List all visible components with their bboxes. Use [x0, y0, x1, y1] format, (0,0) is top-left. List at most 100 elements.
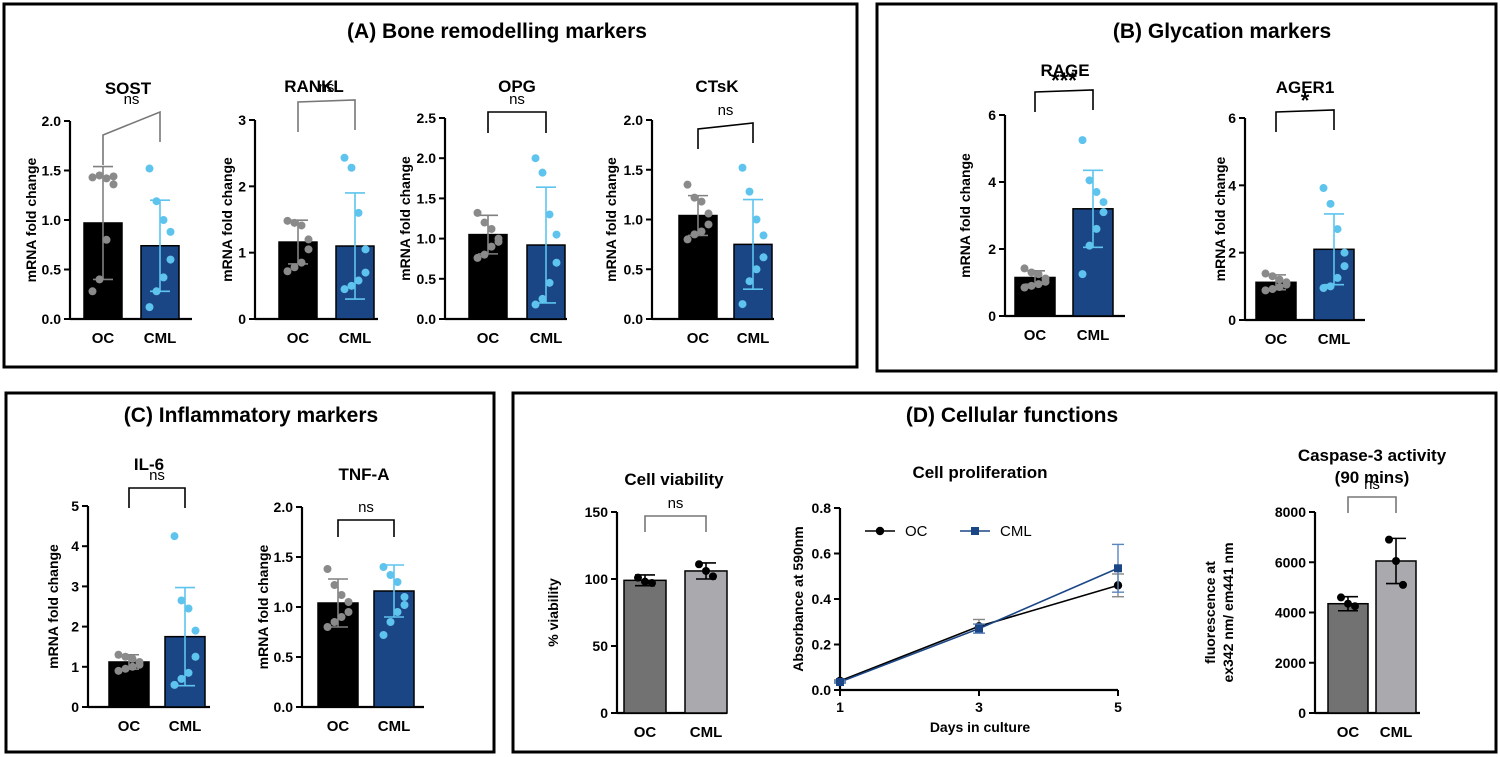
data-point: [152, 287, 161, 296]
y-tick-label: 2: [71, 619, 79, 635]
y-tick-label: 0: [988, 308, 996, 324]
data-point: [177, 674, 186, 683]
panel-c-header: (C) Inflammatory markers: [124, 404, 378, 427]
x-category-label-oc: OC: [1337, 724, 1360, 741]
significance-bracket: [297, 99, 356, 132]
chart-tnf-a: TNF-A mRNA fold change 0.0 0.5 1.0 1.5 2.0 OC CM…: [255, 465, 424, 735]
x-category-label-cml: CML: [378, 718, 411, 735]
panel-a-header: (A) Bone remodelling markers: [347, 20, 647, 43]
data-point: [702, 566, 710, 575]
data-point: [697, 227, 706, 236]
data-point: [337, 613, 346, 621]
data-point: [95, 275, 104, 284]
data-point: [1326, 282, 1335, 291]
data-point: [1275, 275, 1284, 284]
data-point: [323, 565, 332, 573]
data-point: [166, 255, 175, 264]
panel-d-header: (D) Cellular functions: [906, 404, 1118, 427]
data-point: [752, 215, 761, 224]
data-point: [361, 268, 370, 277]
data-point: [552, 230, 561, 239]
significance-label: ns: [668, 495, 684, 512]
x-category-label-cml: CML: [1380, 724, 1413, 741]
legend-marker-cml: [971, 527, 979, 535]
data-point: [709, 572, 717, 581]
x-category-label-cml: CML: [737, 330, 770, 347]
panel-b-frame: [875, 2, 1498, 373]
data-point: [337, 591, 346, 599]
data-point: [538, 294, 547, 303]
data-point: [745, 277, 754, 286]
data-point: [114, 650, 123, 659]
data-point: [473, 208, 482, 217]
data-point: [184, 604, 193, 613]
y-tick-label: 2000: [1275, 655, 1306, 671]
data-point: [1351, 602, 1359, 611]
y-tick-label: 2: [1228, 245, 1236, 261]
x-category-label-cml: CML: [690, 724, 723, 741]
data-point: [1275, 283, 1284, 292]
data-point: [109, 180, 118, 189]
data-point: [290, 218, 299, 227]
y-tick-label: 6: [988, 107, 996, 123]
data-point: [1319, 184, 1328, 193]
chart-cell-proliferation: Cell proliferation Absorbance at 590nm 0.0…: [790, 463, 1124, 735]
data-point: [114, 666, 123, 675]
series-marker-cml: [975, 624, 983, 633]
significance-label: ns: [124, 91, 140, 108]
chart-title: OPG: [498, 77, 536, 96]
y-tick-label: 1.5: [624, 162, 644, 178]
data-point: [159, 273, 168, 282]
y-tick-label: 1: [71, 659, 79, 675]
data-point: [135, 660, 144, 669]
data-point: [128, 662, 137, 671]
panel-b-header: (B) Glycation markers: [1113, 20, 1331, 43]
data-point: [634, 573, 642, 582]
y-tick-label: 0.5: [42, 262, 62, 278]
data-point: [95, 171, 104, 180]
data-point: [152, 197, 161, 206]
data-point: [354, 276, 363, 285]
data-point: [1268, 272, 1277, 281]
significance-bracket: [697, 122, 754, 149]
x-tick-label: 5: [1114, 699, 1122, 715]
chart-title: RANKL: [284, 77, 344, 96]
data-point: [1085, 241, 1094, 250]
y-axis-label: mRNA fold change: [219, 157, 235, 282]
chart-ager1: AGER1 mRNA fold change 0 2 4 6 OC CML *: [1212, 78, 1365, 348]
data-point: [393, 608, 402, 616]
panel-a-frame: [2, 2, 859, 369]
y-axis-label: mRNA fold change: [1212, 156, 1228, 281]
significance-bracket: [102, 110, 161, 165]
x-category-label-oc: OC: [687, 330, 710, 347]
y-tick-label: 1.0: [42, 212, 62, 228]
data-point: [330, 618, 339, 626]
y-tick-label: 1.5: [42, 163, 62, 179]
data-point: [752, 265, 761, 274]
data-point: [1268, 285, 1277, 294]
data-point: [177, 596, 186, 605]
x-tick-label: 1: [836, 699, 844, 715]
y-axis-label: mRNA fold change: [255, 544, 271, 669]
y-tick-label: 0: [600, 705, 608, 721]
chart-ctsk: CTsK mRNA fold change 0.0 0.5 1.0 1.5 2.0 OC CML…: [603, 77, 774, 347]
data-point: [552, 258, 561, 267]
charts-layer: SOST mRNA fold change 0.0 0.5 1.0 1.5 2.0 OC CML…: [23, 61, 1447, 741]
x-category-label-cml: CML: [1077, 327, 1110, 344]
data-point: [1027, 281, 1036, 290]
data-point: [145, 164, 154, 173]
y-tick-label: 2: [238, 178, 246, 194]
data-point: [347, 281, 356, 290]
data-point: [340, 153, 349, 162]
data-point: [128, 654, 137, 663]
data-point: [487, 242, 496, 251]
x-tick-label: 3: [975, 699, 983, 715]
bar-cml: [1375, 560, 1417, 714]
x-category-label-oc: OC: [1265, 331, 1288, 348]
data-point: [545, 278, 554, 287]
data-point: [480, 218, 489, 227]
data-point: [1319, 284, 1328, 293]
data-point: [304, 245, 313, 254]
x-category-label-oc: OC: [92, 330, 115, 347]
